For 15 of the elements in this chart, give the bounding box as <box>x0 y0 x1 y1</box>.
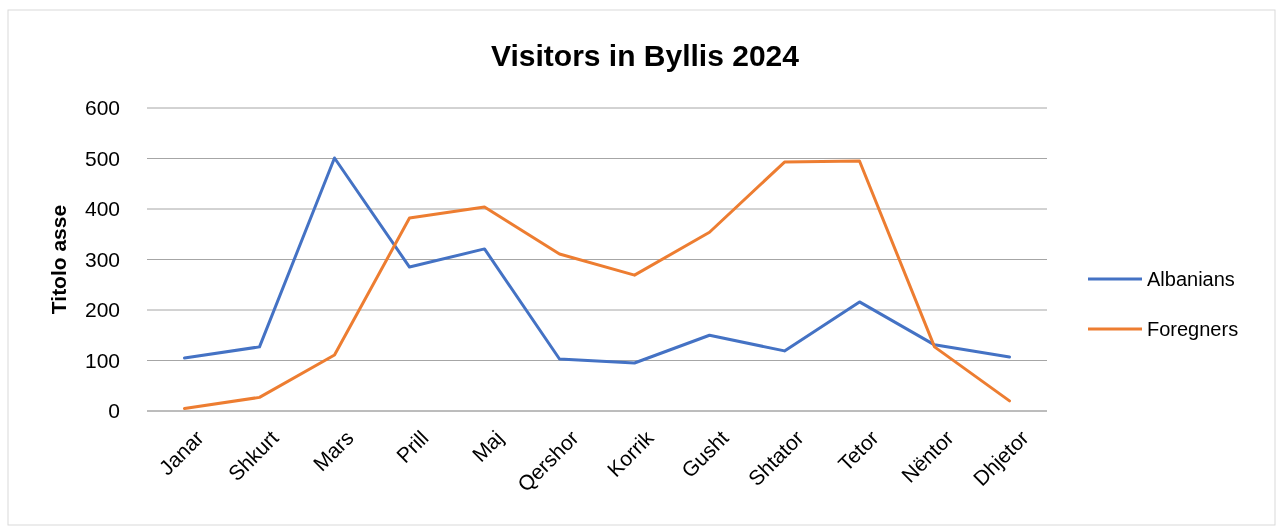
y-tick-label: 0 <box>108 399 120 423</box>
line-series <box>183 159 1011 410</box>
legend-label: Albanians <box>1147 268 1235 290</box>
y-tick-label: 600 <box>84 96 120 120</box>
y-axis-title: Titolo asse <box>47 204 70 315</box>
chart-title: Visitors in Byllis 2024 <box>491 39 800 72</box>
line-series <box>183 156 1011 365</box>
y-tick-label: 400 <box>84 197 120 221</box>
x-tick-label: Prill <box>391 425 433 467</box>
legend-label: Foregners <box>1147 318 1239 340</box>
y-tick-label: 300 <box>84 247 120 271</box>
y-tick-label: 500 <box>84 146 120 170</box>
x-tick-label: Maj <box>467 425 508 467</box>
y-tick-label: 100 <box>84 348 120 372</box>
y-tick-label: 200 <box>84 298 120 322</box>
